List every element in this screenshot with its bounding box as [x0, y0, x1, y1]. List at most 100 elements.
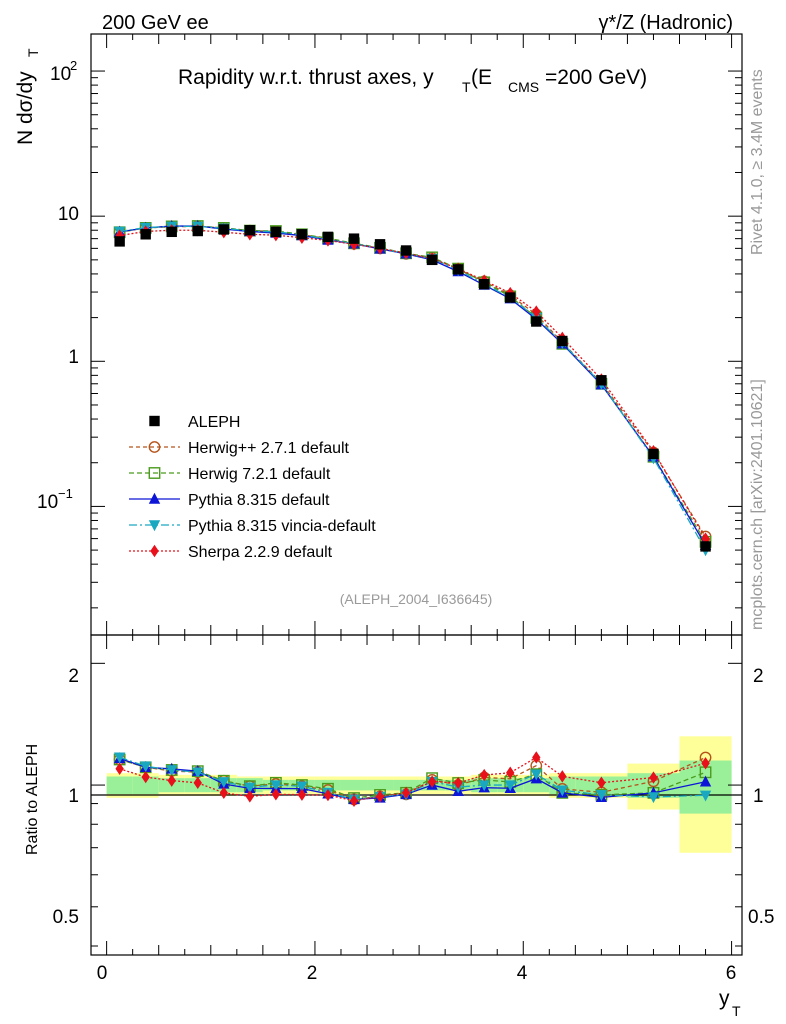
aleph-data-point	[322, 231, 334, 243]
aleph-data-point	[557, 335, 568, 347]
legend-marker-sherpa-2-2-9-default	[150, 544, 159, 558]
legend: ALEPH Herwig++ 2.7.1 default Herwig 7.2.1 …	[129, 414, 376, 561]
sherpa-2-2-9-default-point	[532, 305, 541, 318]
pythia-8-315-vincia-default-ratio-point	[699, 790, 712, 802]
title-energy-value: =200 GeV)	[545, 66, 647, 89]
pythia-8-315-vincia-default-ratio-point	[166, 765, 178, 777]
title-subscript-cms: CMS	[508, 79, 539, 95]
ytick-label-1: 1	[68, 347, 79, 368]
legend-marker-aleph	[149, 415, 160, 427]
xtick-label-2: 2	[307, 963, 318, 984]
x-tick-labels: 0 2 4 6	[97, 963, 737, 984]
sherpa-2-2-9-default-ratio-point	[271, 788, 281, 801]
ratio-tick-marks	[91, 635, 742, 955]
aleph-data-point	[479, 278, 490, 290]
pythia-8-315-vincia-default-ratio-point	[192, 767, 204, 779]
sherpa-2-2-9-default-ratio-point	[245, 790, 255, 803]
inner-uncertainty-band	[393, 779, 420, 791]
pythia-8-315-vincia-default-ratio-line	[119, 756, 706, 801]
sherpa-2-2-9-default-ratio-point	[375, 790, 385, 803]
pythia-8-315-vincia-default-ratio-point	[113, 752, 126, 764]
sherpa-2-2-9-default-ratio-point	[115, 762, 124, 775]
inner-uncertainty-band	[132, 776, 159, 795]
ytick-100-exponent: 2	[70, 58, 77, 73]
sherpa-2-2-9-default-ratio-point	[323, 788, 333, 802]
legend-label-aleph: ALEPH	[188, 414, 240, 431]
sherpa-2-2-9-default-ratio-point	[193, 776, 202, 790]
rivet-version-label: Rivet 4.1.0, ≥ 3.4M events	[749, 69, 766, 255]
sherpa-2-2-9-default-ratio-point	[506, 766, 515, 779]
sherpa-2-2-9-default-ratio-point	[649, 771, 658, 784]
xtick-label-6: 6	[726, 963, 737, 984]
mcplots-reference-label: mcplots.cern.ch [arXiv:2401.10621]	[749, 379, 766, 630]
pythia-8-315-vincia-default-ratio-point	[595, 790, 608, 802]
data-markers	[114, 224, 711, 552]
main-tick-marks	[91, 34, 742, 635]
legend-marker-herwig-2-7-1-default	[148, 441, 161, 453]
legend-label-pythia-8-315-vincia-default: Pythia 8.315 vincia-default	[188, 518, 376, 535]
ytick-0.1-base: 10	[37, 492, 58, 513]
aleph-data-point	[400, 245, 412, 256]
legend-label-pythia-8-315-default: Pythia 8.315 default	[188, 492, 330, 509]
pythia-8-315-vincia-default-ratio-point	[504, 780, 516, 792]
ratio-tick-1-left: 1	[68, 786, 79, 807]
main-y-label-subscript: T	[25, 48, 41, 57]
sherpa-2-2-9-default-ratio-point	[349, 794, 359, 808]
aleph-data-point	[166, 226, 177, 238]
title-main: Rapidity w.r.t. thrust axes, y	[178, 66, 434, 89]
sherpa-2-2-9-default-ratio-point	[427, 775, 437, 788]
aleph-data-point	[452, 264, 464, 275]
ratio-tick-2-left: 2	[68, 666, 79, 687]
legend-marker-herwig-7-2-1-default	[148, 467, 161, 479]
ratio-frame	[90, 634, 743, 956]
pythia-8-315-vincia-default-ratio-point	[296, 781, 308, 793]
herwig-2-7-1-default-line	[119, 225, 707, 537]
header-left: 200 GeV ee	[102, 12, 209, 34]
inner-uncertainty-band	[367, 779, 394, 791]
pythia-8-315-vincia-default-ratio-point	[530, 769, 542, 781]
ytick-0.1-exponent: −1	[58, 486, 73, 501]
sherpa-2-2-9-default-ratio-point	[597, 776, 606, 789]
pythia-8-315-vincia-default-ratio-point	[218, 777, 230, 789]
aleph-data-point	[140, 229, 151, 240]
title-energy-open: (E	[471, 66, 492, 89]
main-y-tick-labels: 10 2 10 1 10 −1	[37, 58, 79, 513]
pythia-8-315-vincia-default-ratio-point	[139, 761, 152, 773]
xtick-label-0: 0	[97, 963, 108, 984]
x-axis-label: y T	[719, 987, 741, 1019]
inner-uncertainty-band	[106, 776, 133, 795]
legend-marker-pythia-8-315-vincia-default	[148, 520, 161, 532]
sherpa-2-2-9-default-ratio-point	[141, 770, 150, 784]
ratio-tick-1-right: 1	[753, 786, 764, 807]
ratio-y-tick-labels: 2 1 0.5 2 1 0.5	[53, 666, 775, 928]
aleph-data-point	[374, 239, 386, 250]
aleph-data-point	[348, 233, 360, 244]
x-label-subscript: T	[732, 1003, 741, 1019]
ytick-100-base: 10	[50, 64, 71, 85]
ratio-tick-2-right: 2	[753, 666, 764, 687]
aleph-data-point	[244, 225, 256, 236]
ratio-tick-0.5-right: 0.5	[748, 907, 774, 928]
aleph-data-point	[648, 448, 659, 460]
legend-marker-pythia-8-315-default	[148, 492, 161, 504]
sherpa-2-2-9-default-ratio-point	[701, 757, 710, 770]
aleph-data-point	[114, 236, 125, 247]
sherpa-2-2-9-default-ratio-point	[480, 768, 489, 782]
sherpa-2-2-9-default-ratio-point	[558, 770, 567, 783]
pythia-8-315-default-ratio-point	[699, 775, 712, 787]
main-panel	[90, 33, 743, 636]
ytick-label-100: 10 2	[50, 58, 77, 85]
plot-title: Rapidity w.r.t. thrust axes, y T (E CMS …	[178, 66, 647, 95]
aleph-data-point	[531, 316, 542, 327]
aleph-data-point	[270, 226, 282, 238]
pythia-8-315-vincia-default-ratio-point	[647, 792, 660, 804]
aleph-data-point	[426, 254, 438, 266]
pythia-8-315-vincia-default-ratio-point	[556, 785, 569, 797]
main-y-axis-label: N dσ/dy T	[14, 48, 41, 145]
sherpa-2-2-9-default-ratio-point	[401, 786, 411, 800]
pythia-8-315-vincia-default-ratio-point	[270, 780, 282, 792]
sherpa-2-2-9-default-ratio-point	[532, 751, 541, 764]
ratio-y-axis-label: Ratio to ALEPH	[24, 744, 41, 855]
xtick-label-4: 4	[517, 963, 528, 984]
ytick-label-0.1: 10 −1	[37, 486, 73, 513]
